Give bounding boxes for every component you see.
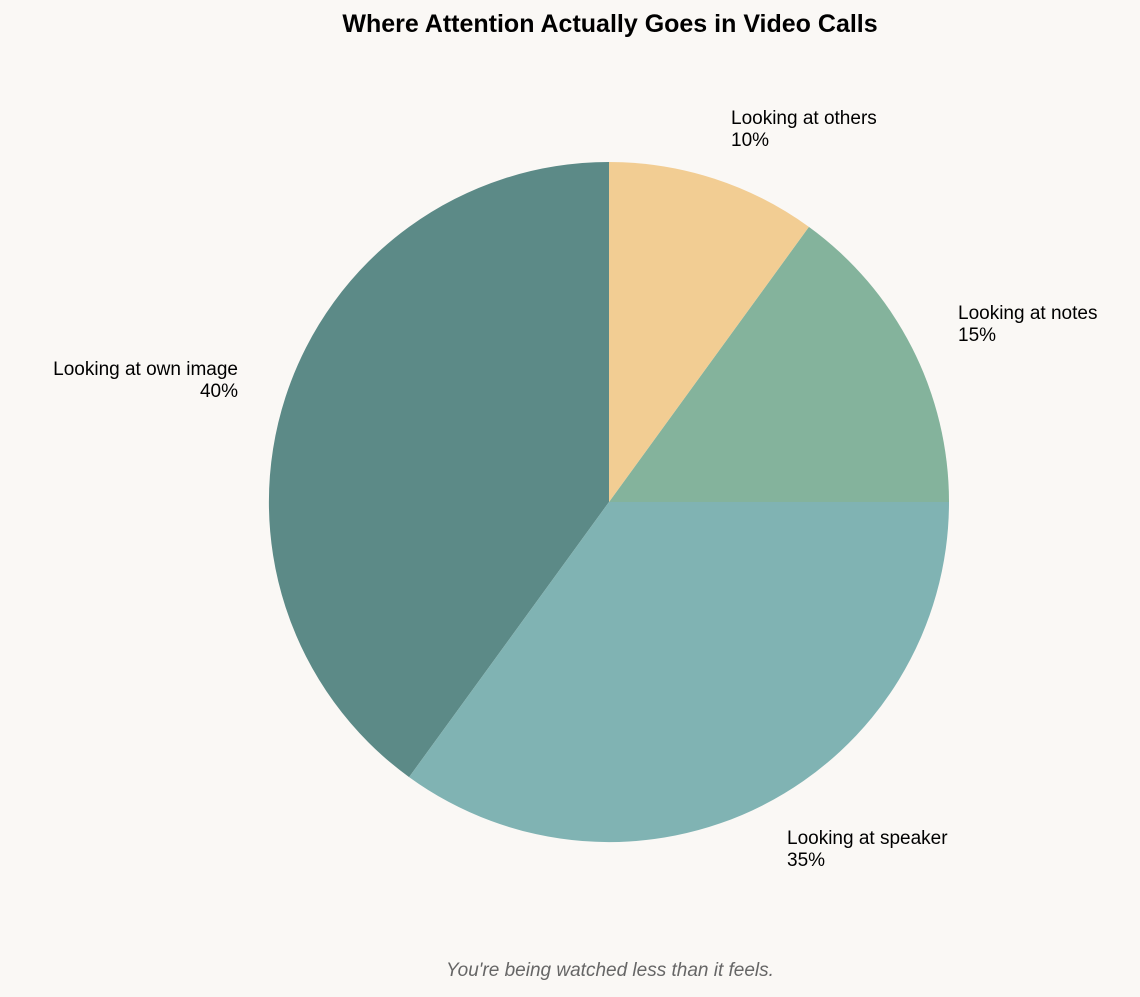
label-own-image: Looking at own image 40% [53, 359, 238, 403]
label-others: Looking at others 10% [731, 108, 877, 152]
label-own-image-pct: 40% [199, 381, 238, 402]
chart-caption: You're being watched less than it feels. [446, 960, 774, 981]
label-notes-name: Looking at notes [958, 303, 1098, 324]
label-own-image-name: Looking at own image [53, 359, 238, 380]
label-others-pct: 10% [731, 130, 770, 151]
label-notes-pct: 15% [958, 325, 997, 346]
slice-notes [609, 226, 949, 502]
chart-title: Where Attention Actually Goes in Video C… [342, 10, 878, 38]
slice-own-image [268, 161, 609, 778]
label-speaker-pct: 35% [787, 850, 826, 871]
label-notes: Looking at notes 15% [958, 303, 1097, 347]
label-speaker: Looking at speaker 35% [787, 828, 948, 872]
label-others-name: Looking at others [731, 108, 877, 129]
slice-others [609, 161, 809, 502]
slice-speaker [409, 502, 950, 843]
label-speaker-name: Looking at speaker [787, 828, 948, 849]
